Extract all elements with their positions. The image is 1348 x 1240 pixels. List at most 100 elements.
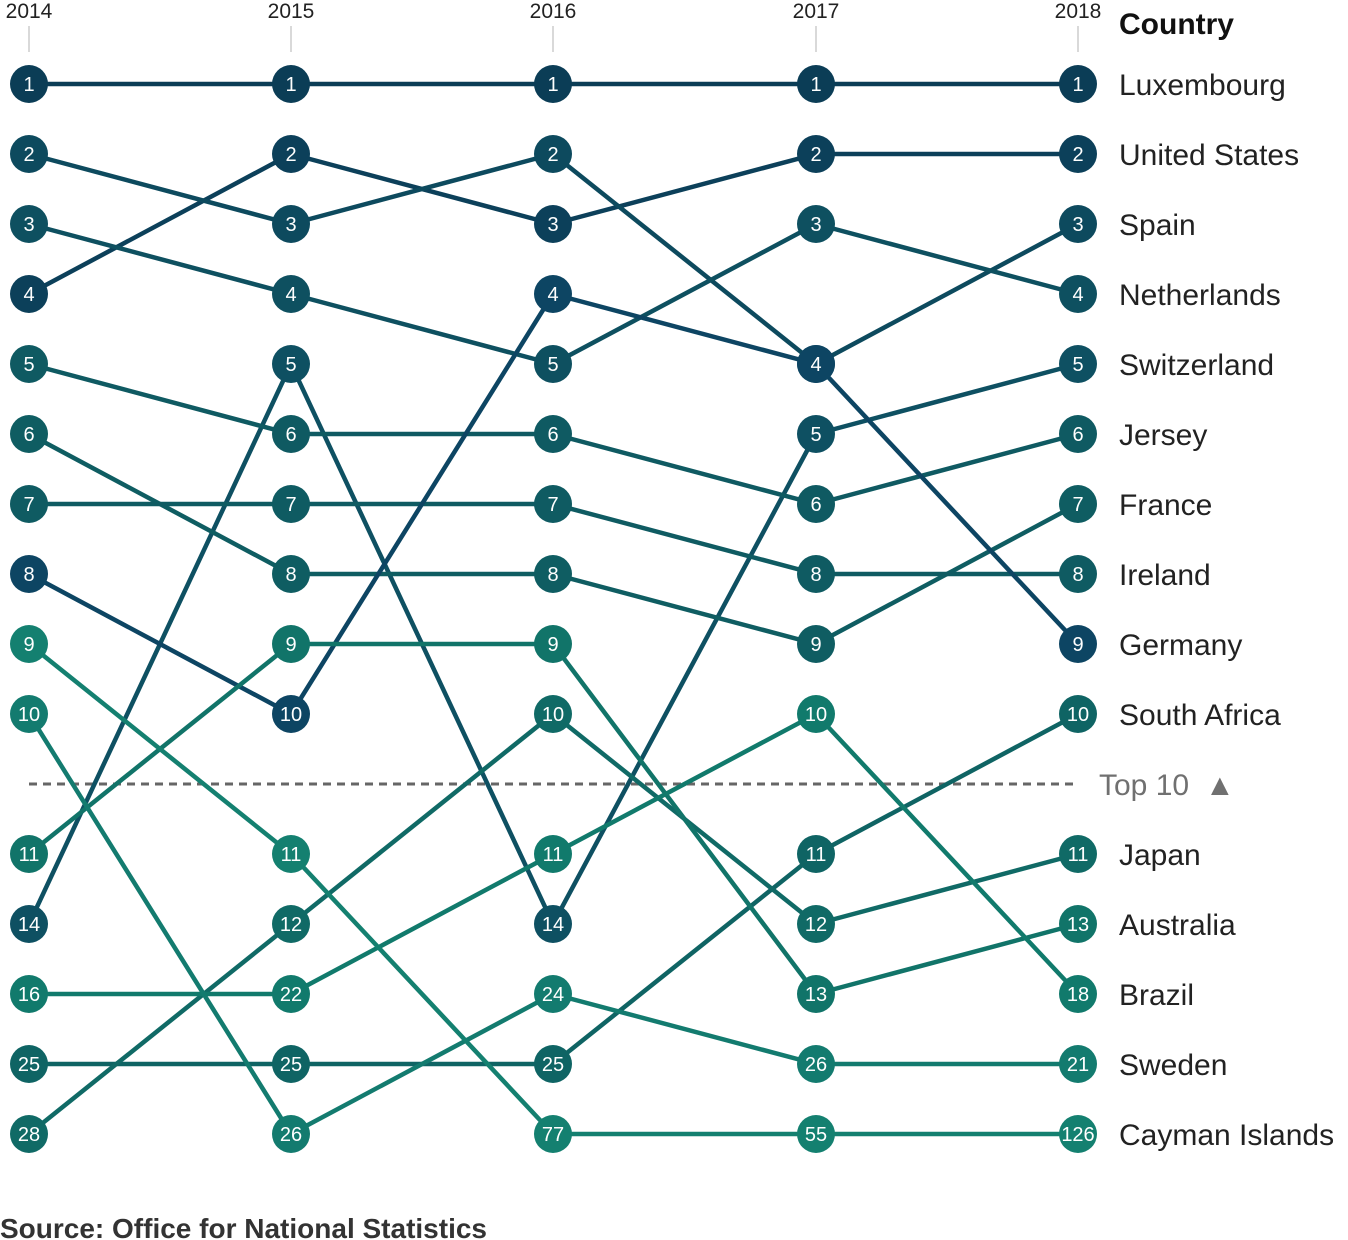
- rank-dot: [1059, 345, 1097, 383]
- rank-marker: 10: [1059, 695, 1097, 733]
- rank-marker: 2: [534, 135, 572, 173]
- rank-dot: [797, 205, 835, 243]
- rank-value: 5: [1072, 354, 1083, 376]
- rank-dot: [10, 555, 48, 593]
- source-note: Source: Office for National Statistics: [0, 1213, 487, 1240]
- rank-marker: 1: [797, 65, 835, 103]
- rank-dot: [10, 625, 48, 663]
- country-label: Sweden: [1119, 1049, 1227, 1082]
- rank-marker: 8: [272, 555, 310, 593]
- rank-marker: 12: [797, 905, 835, 943]
- threshold-label: Top 10: [1099, 769, 1189, 802]
- rank-marker: 13: [1059, 905, 1097, 943]
- rank-marker: 5: [534, 345, 572, 383]
- rank-marker: 9: [534, 625, 572, 663]
- rank-dot: [534, 345, 572, 383]
- rank-dot: [272, 835, 310, 873]
- rank-dot: [272, 975, 310, 1013]
- rank-marker: 13: [797, 975, 835, 1013]
- rank-marker: 2: [10, 135, 48, 173]
- rank-dot: [272, 905, 310, 943]
- rank-marker: 10: [534, 695, 572, 733]
- rank-marker: 2: [272, 135, 310, 173]
- rank-value: 55: [805, 1124, 827, 1146]
- country-label: Netherlands: [1119, 279, 1281, 312]
- rank-marker: 4: [534, 275, 572, 313]
- rank-marker: 25: [534, 1045, 572, 1083]
- country-label: Switzerland: [1119, 349, 1274, 382]
- rank-marker: 21: [1059, 1045, 1097, 1083]
- rank-value: 6: [810, 494, 821, 516]
- rank-dot: [534, 905, 572, 943]
- rank-dot: [1059, 555, 1097, 593]
- rank-value: 10: [805, 704, 827, 726]
- rank-value: 126: [1061, 1124, 1094, 1146]
- rank-dot: [10, 1045, 48, 1083]
- rank-value: 1: [285, 74, 296, 96]
- rank-value: 6: [23, 424, 34, 446]
- rank-dot: [272, 65, 310, 103]
- rank-dot: [534, 555, 572, 593]
- rank-value: 7: [547, 494, 558, 516]
- year-label-2015: 2015: [268, 0, 315, 23]
- rank-dot: [1059, 205, 1097, 243]
- rank-dot: [272, 625, 310, 663]
- rank-value: 6: [1072, 424, 1083, 446]
- rank-marker: 4: [797, 345, 835, 383]
- rank-value: 9: [23, 634, 34, 656]
- rank-value: 10: [542, 704, 564, 726]
- rank-marker: 16: [10, 975, 48, 1013]
- rank-value: 3: [1072, 214, 1083, 236]
- rank-value: 25: [542, 1054, 564, 1076]
- rank-dot: [272, 555, 310, 593]
- rank-dot: [534, 1115, 572, 1153]
- rank-marker: 8: [797, 555, 835, 593]
- rank-marker: 25: [10, 1045, 48, 1083]
- rank-marker: 2: [1059, 135, 1097, 173]
- rank-value: 9: [810, 634, 821, 656]
- rank-value: 2: [1072, 144, 1083, 166]
- up-triangle-icon: ▲: [1205, 769, 1235, 802]
- rank-value: 2: [547, 144, 558, 166]
- rank-marker: 5: [272, 345, 310, 383]
- rank-marker: 7: [272, 485, 310, 523]
- rank-value: 7: [285, 494, 296, 516]
- rank-marker: 5: [10, 345, 48, 383]
- country-label: Jersey: [1119, 419, 1207, 452]
- rank-value: 18: [1067, 984, 1089, 1006]
- rank-value: 11: [543, 844, 564, 866]
- rank-dot: [10, 275, 48, 313]
- country-label: Ireland: [1119, 559, 1211, 592]
- rank-marker: 24: [534, 975, 572, 1013]
- rank-dot: [272, 1045, 310, 1083]
- rank-marker: 10: [10, 695, 48, 733]
- rank-dot: [1059, 695, 1097, 733]
- rank-dot: [797, 975, 835, 1013]
- country-label: France: [1119, 489, 1212, 522]
- rank-marker: 11: [10, 835, 48, 873]
- rank-marker: 1: [272, 65, 310, 103]
- rank-dot: [534, 625, 572, 663]
- rank-value: 8: [810, 564, 821, 586]
- rank-dot: [534, 65, 572, 103]
- rank-value: 22: [280, 984, 302, 1006]
- rank-value: 11: [1068, 844, 1089, 866]
- country-label: South Africa: [1119, 699, 1281, 732]
- rank-dot: [1059, 835, 1097, 873]
- rank-marker: 8: [10, 555, 48, 593]
- country-label: Brazil: [1119, 979, 1194, 1012]
- rank-dot: [272, 415, 310, 453]
- rank-value: 10: [280, 704, 302, 726]
- year-labels: 2014 2015 2016 2017 2018: [6, 0, 1102, 23]
- rank-marker: 7: [534, 485, 572, 523]
- rank-dot: [797, 485, 835, 523]
- rank-value: 77: [542, 1124, 564, 1146]
- year-label-2016: 2016: [530, 0, 577, 23]
- rank-value: 1: [1072, 74, 1083, 96]
- rank-marker: 14: [534, 905, 572, 943]
- rank-dot: [534, 275, 572, 313]
- rank-dot: [797, 1045, 835, 1083]
- rank-dot: [797, 905, 835, 943]
- rank-marker: 4: [1059, 275, 1097, 313]
